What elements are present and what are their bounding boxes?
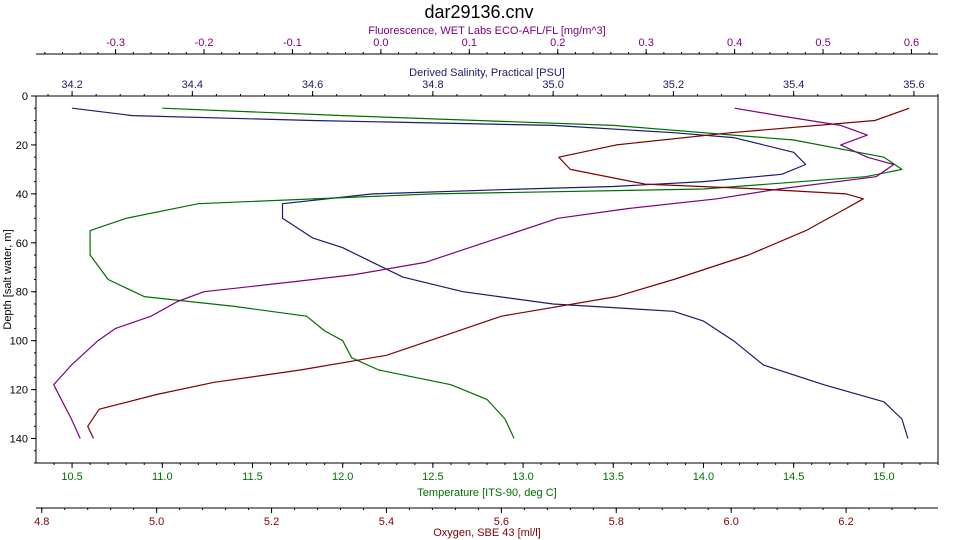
salinity-tick-label: 34.6 [302, 79, 323, 91]
y-tick-label: 140 [10, 434, 28, 446]
temperature-profile-line [89, 107, 903, 439]
salinity-tick-label: 35.4 [783, 79, 804, 91]
temperature-tick-label: 11.5 [242, 471, 263, 483]
fluorescence-tick-label: -0.1 [283, 37, 302, 49]
oxygen-profile-line [87, 107, 910, 439]
oxygen-axis-title: Oxygen, SBE 43 [ml/l] [433, 527, 541, 539]
temperature-tick-label: 10.5 [61, 471, 82, 483]
fluorescence-tick-label: 0.3 [639, 37, 654, 49]
oxygen-tick-label: 4.8 [34, 516, 49, 528]
salinity-tick-label: 35.0 [542, 79, 563, 91]
fluorescence-tick-label: -0.3 [106, 37, 125, 49]
oxygen-tick-label: 5.2 [264, 516, 279, 528]
temperature-tick-label: 13.5 [603, 471, 624, 483]
plot-frame [35, 95, 939, 464]
oxygen-tick-label: 5.0 [149, 516, 164, 528]
axes-layer: 0 20 40 60 80 100 120 140 Depth [salt water, m] -… [2, 25, 939, 539]
temperature-tick-label: 12.5 [422, 471, 443, 483]
salinity-axis-title: Derived Salinity, Practical [PSU] [409, 67, 565, 79]
oxygen-tick-label: 6.2 [838, 516, 853, 528]
temperature-tick-label: 15.0 [873, 471, 894, 483]
y-tick-label: 40 [16, 189, 28, 201]
temperature-tick-label: 12.0 [332, 471, 353, 483]
oxygen-tick-label: 5.8 [609, 516, 624, 528]
fluorescence-tick-label: 0.5 [815, 37, 830, 49]
y-tick-label: 80 [16, 287, 28, 299]
temperature-tick-label: 14.0 [693, 471, 714, 483]
oxygen-tick-label: 6.0 [724, 516, 739, 528]
salinity-tick-label: 34.4 [182, 79, 203, 91]
oxygen-tick-label: 5.4 [379, 516, 394, 528]
fluorescence-tick-label: -0.2 [195, 37, 214, 49]
fluorescence-tick-label: 0.2 [550, 37, 565, 49]
salinity-tick-label: 35.6 [903, 79, 924, 91]
chart-title: dar29136.cnv [424, 2, 533, 22]
fluorescence-tick-label: 0.1 [462, 37, 477, 49]
fluorescence-tick-label: 0.4 [727, 37, 742, 49]
temperature-axis-title: Temperature [ITS-90, deg C] [417, 487, 556, 499]
y-tick-label: 120 [10, 385, 28, 397]
salinity-profile-line [72, 107, 909, 439]
temperature-tick-label: 11.0 [152, 471, 173, 483]
series-layer [53, 107, 910, 439]
y-axis-title: Depth [salt water, m] [2, 229, 14, 329]
y-tick-label: 100 [10, 336, 28, 348]
y-tick-label: 60 [16, 238, 28, 250]
fluorescence-axis-title: Fluorescence, WET Labs ECO-AFL/FL [mg/m^… [368, 25, 605, 37]
y-tick-label: 0 [22, 91, 28, 103]
salinity-tick-label: 35.2 [663, 79, 684, 91]
temperature-tick-label: 14.5 [783, 471, 804, 483]
salinity-tick-label: 34.8 [422, 79, 443, 91]
fluorescence-profile-line [53, 107, 895, 439]
plot-area [35, 95, 939, 464]
salinity-tick-label: 34.2 [61, 79, 82, 91]
fluorescence-tick-label: 0.0 [373, 37, 388, 49]
oxygen-tick-label: 5.6 [494, 516, 509, 528]
temperature-tick-label: 13.0 [512, 471, 533, 483]
fluorescence-tick-label: 0.6 [904, 37, 919, 49]
y-tick-label: 20 [16, 140, 28, 152]
